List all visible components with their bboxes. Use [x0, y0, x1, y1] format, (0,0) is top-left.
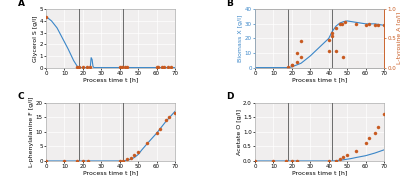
Y-axis label: L-tyrosine A [g/l]: L-tyrosine A [g/l]	[397, 12, 400, 65]
X-axis label: Process time t [h]: Process time t [h]	[292, 171, 347, 176]
X-axis label: Process time t [h]: Process time t [h]	[292, 77, 347, 82]
Text: C: C	[18, 92, 24, 101]
Text: B: B	[227, 0, 234, 8]
X-axis label: Process time t [h]: Process time t [h]	[83, 77, 138, 82]
Y-axis label: L-phenylalanine F [g/l]: L-phenylalanine F [g/l]	[30, 97, 34, 167]
X-axis label: Process time t [h]: Process time t [h]	[83, 171, 138, 176]
Text: D: D	[227, 92, 234, 101]
Y-axis label: Acetate O [g/l]: Acetate O [g/l]	[237, 109, 242, 155]
Y-axis label: Biomass X [g/l]: Biomass X [g/l]	[238, 15, 244, 62]
Text: A: A	[18, 0, 25, 8]
Y-axis label: Glycerol S [g/l]: Glycerol S [g/l]	[33, 15, 38, 62]
